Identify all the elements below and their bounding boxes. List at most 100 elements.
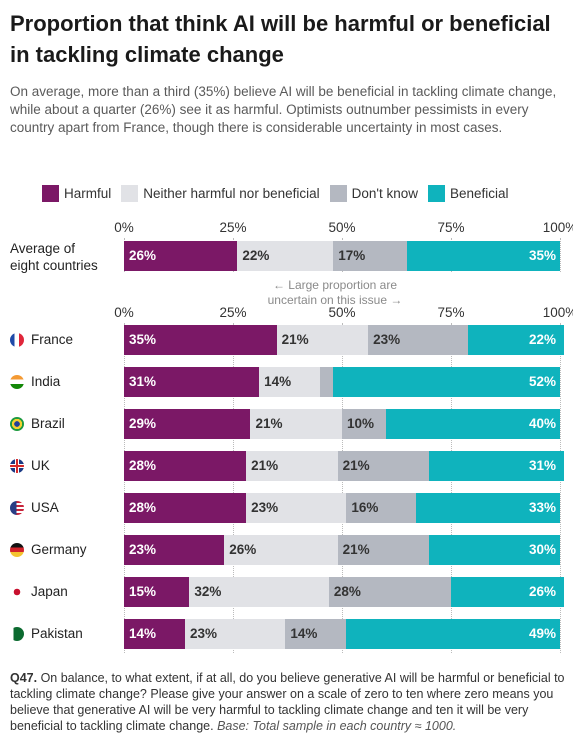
data-label-beneficial: 49% bbox=[528, 626, 556, 641]
bar-segment-neither bbox=[224, 535, 338, 565]
chart-subtitle: On average, more than a third (35%) beli… bbox=[10, 84, 557, 135]
data-label-dont-know: 14% bbox=[290, 626, 318, 641]
x-tick-label: 50% bbox=[328, 220, 356, 235]
x-tick-label: 75% bbox=[437, 305, 465, 320]
flag-in-icon bbox=[10, 374, 24, 389]
flag-uk-icon bbox=[10, 458, 24, 473]
country-name: Pakistan bbox=[31, 626, 83, 641]
footnote: Q47. On balance, to what extent, if at a… bbox=[10, 670, 565, 734]
x-tick-label: 0% bbox=[114, 220, 134, 235]
legend-label-neither: Neither harmful nor beneficial bbox=[143, 185, 320, 201]
data-label-dont-know: 28% bbox=[333, 584, 361, 599]
data-label-harmful: 26% bbox=[129, 248, 157, 263]
annotation-line-2: uncertain on this issue → bbox=[267, 293, 403, 307]
x-axis-top: 0% 25% 50% 75% 100% bbox=[0, 220, 573, 236]
country-label-jp: Japan bbox=[10, 584, 68, 599]
bar-segment-harmful bbox=[124, 241, 238, 271]
country-jp-bar: 15% 32% 28% 26% bbox=[124, 577, 565, 607]
country-label-br: Brazil bbox=[10, 416, 65, 431]
bar-segment-beneficial bbox=[429, 451, 565, 481]
average-row-label: Average of eight countries bbox=[10, 240, 98, 274]
x-tick-label: 50% bbox=[328, 305, 356, 320]
footnote-base: Base: Total sample in each country ≈ 100… bbox=[217, 719, 457, 733]
bar-segment-neither bbox=[246, 493, 347, 523]
bar-segment-beneficial bbox=[468, 325, 565, 355]
data-label-beneficial: 30% bbox=[528, 542, 556, 557]
flag-de-icon bbox=[10, 542, 24, 557]
bar-segment-neither bbox=[237, 241, 334, 271]
data-label-harmful: 29% bbox=[129, 416, 157, 431]
legend-label-beneficial: Beneficial bbox=[449, 185, 509, 201]
legend-swatch-harmful bbox=[42, 184, 59, 202]
bar-segment-dont-know bbox=[346, 493, 417, 523]
footnote-question-id: Q47. bbox=[10, 671, 38, 685]
bar-segment-dont-know bbox=[333, 241, 408, 271]
country-label-de: Germany bbox=[10, 542, 87, 557]
data-label-harmful: 31% bbox=[129, 374, 157, 389]
data-label-beneficial: 33% bbox=[528, 500, 556, 515]
data-label-neither: 21% bbox=[251, 458, 279, 473]
x-tick-label: 75% bbox=[437, 220, 465, 235]
average-label-line-1: Average of bbox=[10, 241, 76, 256]
footnote-question-text: On balance, to what extent, if at all, d… bbox=[10, 671, 565, 733]
bar-segment-dont-know bbox=[337, 451, 430, 481]
data-label-beneficial: 40% bbox=[528, 416, 556, 431]
data-label-harmful: 28% bbox=[129, 458, 157, 473]
bar-segment-neither bbox=[246, 451, 338, 481]
bar-segment-harmful bbox=[124, 325, 277, 355]
bar-segment-dont-know bbox=[368, 325, 469, 355]
legend: Harmful Neither harmful nor beneficial D… bbox=[42, 184, 519, 202]
annotation-line-1: ← Large proportion are bbox=[272, 278, 398, 292]
bar-segment-harmful bbox=[124, 493, 247, 523]
x-tick-label: 25% bbox=[219, 220, 247, 235]
bar-segment-beneficial bbox=[429, 535, 560, 565]
gridline bbox=[560, 238, 561, 272]
legend-swatch-dont-know bbox=[329, 184, 347, 202]
legend-item-dont-know: Don't know bbox=[329, 184, 418, 202]
data-label-neither: 21% bbox=[281, 332, 309, 347]
bar-segment-dont-know bbox=[342, 409, 386, 439]
bar-segment-beneficial bbox=[407, 241, 560, 271]
legend-item-neither: Neither harmful nor beneficial bbox=[121, 184, 320, 202]
x-tick-label: 100% bbox=[542, 220, 573, 235]
country-name: Germany bbox=[31, 542, 87, 557]
flag-pk-icon bbox=[10, 626, 24, 641]
data-label-neither: 21% bbox=[255, 416, 283, 431]
flag-br-icon bbox=[10, 416, 24, 431]
bar-segment-harmful bbox=[124, 451, 247, 481]
gridline bbox=[560, 323, 561, 653]
uncertainty-annotation: ← Large proportion are uncertain on this… bbox=[250, 278, 420, 308]
data-label-harmful: 35% bbox=[129, 332, 157, 347]
legend-label-harmful: Harmful bbox=[64, 185, 112, 201]
data-label-dont-know: 16% bbox=[351, 500, 379, 515]
gridline bbox=[342, 323, 343, 653]
country-label-us: USA bbox=[10, 500, 59, 515]
country-de-bar: 23% 26% 21% 30% bbox=[124, 535, 560, 565]
bar-segment-beneficial bbox=[333, 367, 560, 397]
data-label-neither: 22% bbox=[242, 248, 270, 263]
x-tick-label: 25% bbox=[219, 305, 247, 320]
bar-segment-dont-know bbox=[337, 535, 430, 565]
bar-segment-neither bbox=[189, 577, 329, 607]
bar-segment-beneficial bbox=[385, 409, 560, 439]
bar-segment-dont-know bbox=[285, 619, 347, 649]
data-label-harmful: 23% bbox=[129, 542, 157, 557]
data-label-dont-know: 23% bbox=[373, 332, 401, 347]
country-in-bar: 31% 14% 52% bbox=[124, 367, 560, 397]
flag-fr-icon bbox=[10, 332, 24, 347]
legend-swatch-beneficial bbox=[427, 184, 445, 202]
bar-segment-harmful bbox=[124, 535, 225, 565]
gridline bbox=[233, 323, 234, 653]
legend-label-dont-know: Don't know bbox=[351, 185, 418, 201]
legend-item-harmful: Harmful bbox=[42, 184, 112, 202]
data-label-dont-know: 17% bbox=[338, 248, 366, 263]
bar-segment-neither bbox=[250, 409, 342, 439]
gridline bbox=[124, 323, 125, 653]
x-tick-label: 0% bbox=[114, 305, 134, 320]
country-fr-bar: 35% 21% 23% 22% bbox=[124, 325, 565, 355]
bar-segment-harmful bbox=[124, 577, 190, 607]
country-uk-bar: 28% 21% 21% 31% bbox=[124, 451, 565, 481]
data-label-beneficial: 31% bbox=[528, 458, 556, 473]
country-name: France bbox=[31, 332, 74, 347]
country-us-bar: 28% 23% 16% 33% bbox=[124, 493, 560, 523]
